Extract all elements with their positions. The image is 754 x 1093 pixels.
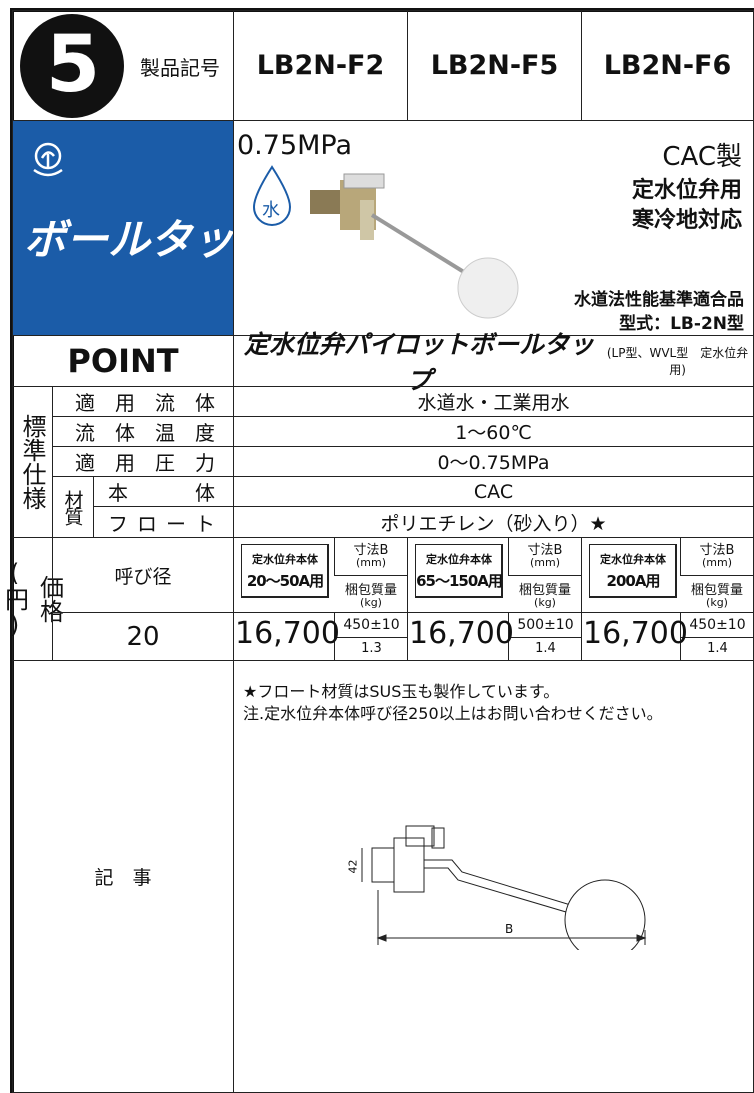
price-group-label: 価格(円) (0, 559, 64, 639)
point-title: 定水位弁パイロットボールタップ (244, 330, 595, 395)
product-image (310, 173, 519, 319)
notes-label-cell: 記 事 (12, 660, 234, 1093)
spec-value: ポリエチレン（砂入り）★ (380, 512, 607, 535)
size-label-cell: 呼び径 (52, 537, 234, 613)
point-title-cell: 定水位弁パイロットボールタップ (LP型、WVL型 定水位弁用) (233, 330, 754, 395)
spec-label: フロート (108, 511, 215, 536)
dimension-diagram (361, 825, 647, 950)
water-drop (252, 165, 292, 226)
weight-label: 梱包質量 (518, 583, 571, 598)
feature: 定水位弁用 (631, 178, 742, 203)
note-line: ★フロート材質はSUS玉も製作しています。 (243, 682, 560, 701)
spec-label: 本体 (108, 481, 215, 505)
price: 16,700 (583, 616, 688, 651)
spec-label-cell: 適用圧力 (52, 446, 234, 477)
dim-cell (680, 537, 754, 576)
dimension-width: B (505, 922, 514, 936)
weight-label: 梱包質量 (690, 583, 743, 598)
body-box (241, 544, 329, 598)
dim-label: 寸法B (699, 543, 735, 558)
spec-group-label: 標準仕様 (18, 414, 46, 510)
spec-label-cell: フロート (93, 506, 234, 538)
weight-unit: (kg) (534, 596, 556, 609)
model: LB2N-F2 (256, 50, 385, 81)
weight-unit: (kg) (706, 596, 728, 609)
body-box (415, 544, 503, 598)
body-label: 定水位弁本体 (426, 553, 492, 566)
dimension-height: 42 (346, 859, 360, 874)
dim-label: 寸法B (353, 543, 389, 558)
body-size: 65〜150A用 (416, 572, 503, 590)
feature: 寒冷地対応 (631, 208, 742, 233)
body-label: 定水位弁本体 (600, 553, 666, 566)
model-cell: LB2N-F2 (233, 10, 408, 121)
model-cell: LB2N-F5 (407, 10, 582, 121)
body-box (589, 544, 677, 598)
body-size: 20〜50A用 (246, 572, 324, 590)
dim-value-cell: 450±10 (334, 612, 408, 638)
spec-label-cell: 適用流体 (52, 386, 234, 417)
spec-value-cell: 0〜0.75MPa (233, 446, 754, 477)
dim-label: 寸法B (527, 543, 563, 558)
spec-value: 0〜0.75MPa (437, 452, 550, 474)
size-label: 呼び径 (114, 565, 172, 588)
material-label: 材質 (61, 490, 84, 524)
dim-cell (334, 537, 408, 576)
material-group: 材質 (52, 476, 94, 538)
spec-group: 標準仕様 (12, 386, 53, 538)
model: LB2N-F6 (603, 50, 732, 81)
spec-value: 水道水・工業用水 (417, 392, 570, 414)
spec-value-cell: ポリエチレン（砂入り）★ (233, 506, 754, 538)
certification: 水道法性能基準適合品 (574, 290, 744, 310)
dim-unit: (mm) (701, 556, 732, 569)
weight-value-cell: 1.4 (508, 637, 582, 661)
spec-value: CAC (473, 480, 514, 503)
model: LB2N-F5 (430, 50, 559, 81)
spec-label: 適用圧力 (75, 451, 215, 475)
category: ボールタップ (24, 215, 277, 264)
size: 20 (126, 621, 160, 652)
dim-value-cell: 500±10 (508, 612, 582, 638)
price: 16,700 (235, 616, 340, 651)
dim-value-cell: 450±10 (680, 612, 754, 638)
size-cell: 20 (52, 612, 234, 661)
spec-label-cell: 流体温度 (52, 416, 234, 447)
number-badge (20, 14, 124, 118)
model-cell: LB2N-F6 (581, 10, 754, 121)
weight-value-cell: 1.4 (680, 637, 754, 661)
model-type: 型式：LB-2N型 (619, 314, 744, 334)
spec-value: 1〜60℃ (455, 422, 532, 444)
weight-unit: (kg) (360, 596, 382, 609)
point-label: POINT (67, 342, 179, 380)
body-size: 200A用 (606, 572, 661, 590)
spec-label: 適用流体 (75, 391, 215, 415)
notes-label: 記 事 (94, 867, 152, 889)
water-label: 水 (262, 200, 280, 221)
feature: CAC製 (662, 142, 742, 172)
spec-label-cell: 本体 (93, 476, 234, 507)
point-cell: POINT (12, 335, 234, 387)
body-label: 定水位弁本体 (252, 553, 318, 566)
note-line: 注.定水位弁本体呼び径250以上はお問い合わせください。 (243, 704, 663, 723)
dim-cell (508, 537, 582, 576)
spec-label: 流体温度 (75, 421, 215, 445)
spec-value-cell: 水道水・工業用水 (233, 386, 754, 417)
weight-label: 梱包質量 (344, 583, 397, 598)
pressure: 0.75MPa (237, 130, 353, 161)
eco-icon (33, 142, 63, 177)
price: 16,700 (409, 616, 514, 651)
spec-value-cell: 1〜60℃ (233, 416, 754, 447)
point-note: (LP型、WVL型 定水位弁用) (606, 346, 749, 377)
weight-value-cell: 1.3 (334, 637, 408, 661)
price-group: 価格(円) (1, 537, 64, 661)
dim-unit: (mm) (355, 556, 386, 569)
dim-unit: (mm) (529, 556, 560, 569)
number: 5 (45, 20, 101, 110)
spec-value-cell: CAC (233, 476, 754, 507)
model-label: 製品記号 (140, 56, 220, 80)
